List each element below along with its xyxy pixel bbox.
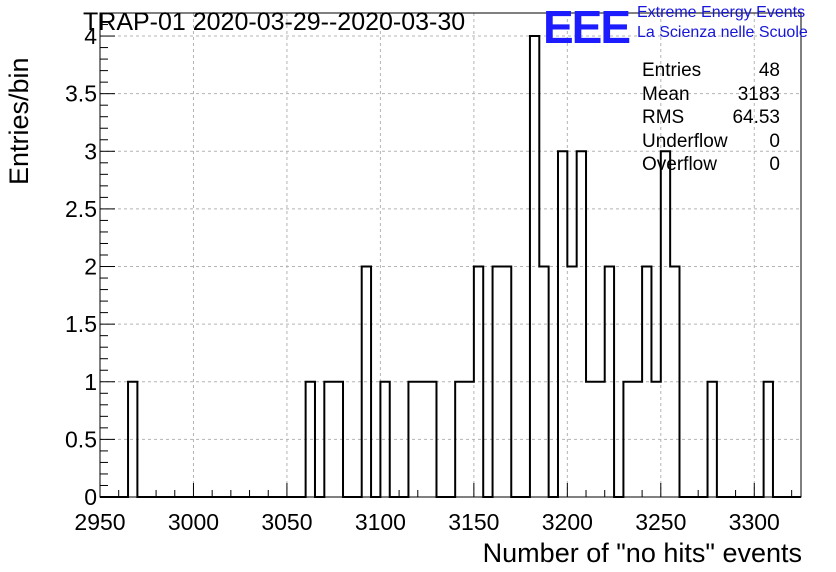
stats-value: 3183 — [737, 83, 780, 105]
y-tick-label: 3.5 — [65, 81, 97, 107]
stats-label: Underflow — [642, 130, 728, 152]
stats-value: 0 — [769, 130, 780, 152]
eee-logo-mark: EEE — [543, 1, 631, 53]
y-tick-label: 3 — [84, 138, 97, 164]
logo-line-2: La Scienza nelle Scuole — [637, 24, 808, 41]
stats-value: 0 — [769, 154, 780, 175]
stats-row-underflow: Underflow 0 — [642, 130, 780, 154]
y-tick-label: 1.5 — [65, 311, 97, 337]
stats-label: Entries — [642, 60, 702, 81]
x-tick-label: 3200 — [542, 509, 593, 535]
x-tick-label: 2950 — [74, 509, 125, 535]
y-tick-label: 2 — [84, 254, 97, 280]
stats-label: Overflow — [642, 154, 717, 175]
x-tick-label: 3100 — [355, 509, 406, 535]
chart-title: TRAP-01 2020-03-29--2020-03-30 — [83, 8, 466, 36]
x-axis-title: Number of "no hits" events — [482, 538, 802, 568]
y-tick-label: 2.5 — [65, 196, 97, 222]
x-tick-label: 3150 — [448, 509, 499, 535]
stats-row-mean: Mean 3183 — [642, 83, 780, 107]
stats-row-entries: Entries 48 — [642, 59, 780, 83]
x-tick-label: 3300 — [729, 509, 780, 535]
y-axis-title: Entries/bin — [4, 57, 34, 185]
y-tick-label: 1 — [84, 369, 97, 395]
stats-value: 48 — [758, 60, 780, 81]
y-tick-label: 0 — [84, 484, 97, 510]
x-tick-label: 3050 — [261, 509, 312, 535]
logo-line-1: Extreme Energy Events — [637, 4, 806, 21]
stats-box: Entries 48 Mean 3183 RMS 64.53 Underflow… — [642, 59, 780, 177]
y-tick-label: 0.5 — [65, 426, 97, 452]
stats-label: Mean — [642, 83, 690, 105]
x-tick-label: 3250 — [635, 509, 686, 535]
stats-value: 64.53 — [732, 107, 780, 128]
stats-row-overflow: Overflow 0 — [642, 153, 780, 177]
stats-row-rms: RMS 64.53 — [642, 106, 780, 130]
eee-logo: EEE Extreme Energy Events La Scienza nel… — [543, 1, 833, 53]
stats-label: RMS — [642, 107, 685, 128]
histogram-series — [100, 35, 801, 498]
y-tick-label: 4 — [84, 23, 97, 49]
x-tick-label: 3000 — [168, 509, 219, 535]
